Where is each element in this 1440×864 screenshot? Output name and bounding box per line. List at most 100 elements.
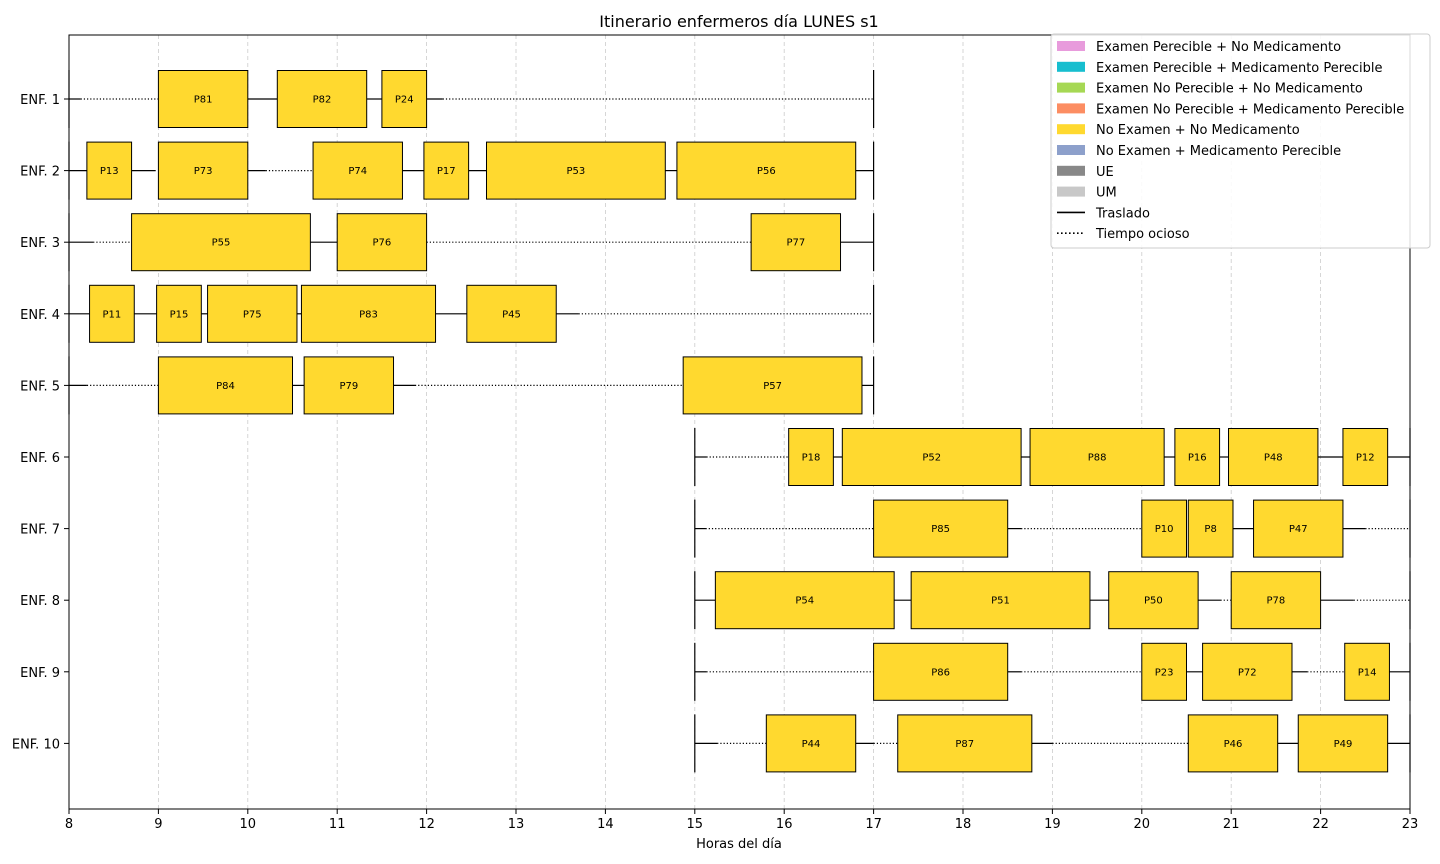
task-bar <box>788 428 834 486</box>
x-tick-label: 15 <box>687 817 704 832</box>
task-bar <box>303 356 395 415</box>
task-label: P44 <box>802 739 821 750</box>
nurse-row: P44 P87 P46 P49 <box>694 714 1411 773</box>
task-bar <box>841 428 1022 486</box>
legend-box <box>1050 33 1431 249</box>
task-bar <box>1228 428 1319 486</box>
task-label: P55 <box>212 238 231 249</box>
task-label: P8 <box>1204 524 1216 535</box>
task-bar <box>897 714 1033 773</box>
nurse-row: P86 P23 P72 P14 <box>694 642 1411 701</box>
task-label: P53 <box>567 166 586 177</box>
legend-label: Tiempo ocioso <box>1095 227 1190 242</box>
task-bar <box>381 70 428 128</box>
legend-swatch <box>1057 103 1085 114</box>
plot-frame <box>68 34 1411 810</box>
task-label: P50 <box>1144 596 1163 607</box>
nurse-row: P11 P15 P75 P83 P45 <box>68 284 875 343</box>
task-label: P77 <box>786 238 805 249</box>
legend-label: Examen Perecible + No Medicamento <box>1096 40 1341 55</box>
x-tick-label: 23 <box>1402 817 1419 832</box>
task-bar <box>1230 571 1322 630</box>
x-tick-label: 8 <box>65 817 73 832</box>
legend-swatch <box>1057 145 1085 155</box>
task-bar <box>1202 642 1293 701</box>
task-bar <box>89 284 135 343</box>
x-tick-label: 20 <box>1134 817 1151 832</box>
task-label: P46 <box>1224 739 1243 750</box>
task-label: P76 <box>373 238 392 249</box>
task-label: P86 <box>931 667 950 678</box>
task-label: P15 <box>170 309 189 320</box>
task-label: P87 <box>955 739 974 750</box>
task-bar <box>1108 571 1199 630</box>
legend-label: Traslado <box>1095 206 1150 221</box>
task-bar <box>1297 714 1389 773</box>
task-label: P74 <box>348 166 367 177</box>
task-bar <box>276 70 368 128</box>
task-label: P78 <box>1267 596 1286 607</box>
x-tick-label: 17 <box>865 817 882 832</box>
x-tick-label: 10 <box>240 817 257 832</box>
task-bar <box>750 213 842 272</box>
task-label: P81 <box>194 95 213 106</box>
x-tick-label: 14 <box>597 817 614 832</box>
task-bar <box>156 284 202 343</box>
nurse-row: P54 P51 P50 P78 <box>694 571 1411 630</box>
task-label: P88 <box>1088 453 1107 464</box>
task-bar <box>207 284 298 343</box>
legend-swatch <box>1057 124 1085 135</box>
task-bar <box>765 714 857 773</box>
task-bar <box>157 70 249 128</box>
task-bar <box>1029 428 1165 486</box>
nurse-row: P81 P82 P24 <box>68 70 875 128</box>
x-axis-label: Horas del día <box>696 837 782 852</box>
nurse-row: P18 P52 P88 P16 P48 P12 <box>694 428 1411 486</box>
x-tick-label: 12 <box>418 817 435 832</box>
task-bar <box>1141 499 1188 558</box>
y-tick-label: ENF. 9 <box>20 666 60 681</box>
nurse-row: P55 P76 P77 <box>68 213 875 272</box>
legend-swatch <box>1057 41 1085 51</box>
legend-label: UM <box>1096 186 1117 201</box>
task-label: P45 <box>502 309 521 320</box>
task-label: P73 <box>194 166 213 177</box>
task-bar <box>1174 428 1221 486</box>
task-bar <box>676 141 857 200</box>
legend-label: UE <box>1096 165 1114 180</box>
task-bar <box>1187 499 1234 558</box>
task-label: P56 <box>757 166 776 177</box>
task-bar <box>86 141 133 200</box>
task-label: P10 <box>1155 524 1174 535</box>
task-label: P54 <box>795 596 814 607</box>
legend-label: Examen Perecible + Medicamento Perecible <box>1096 61 1382 76</box>
task-label: P14 <box>1358 667 1377 678</box>
x-tick-label: 22 <box>1312 817 1329 832</box>
x-axis: 8 9 10 11 12 13 14 15 16 17 18 19 20 21 22 23 <box>65 809 1418 832</box>
task-label: P23 <box>1155 667 1174 678</box>
x-tick-label: 21 <box>1223 817 1240 832</box>
task-bar <box>485 141 666 200</box>
legend-label: No Examen + No Medicamento <box>1096 123 1300 138</box>
task-label: P24 <box>395 95 414 106</box>
task-label: P13 <box>100 166 119 177</box>
y-axis: ENF. 1 ENF. 2 ENF. 3 ENF. 4 ENF. 5 ENF. 6 ENF.… <box>12 93 69 752</box>
task-label: P72 <box>1238 667 1257 678</box>
task-bar <box>423 141 470 200</box>
x-tick-label: 19 <box>1044 817 1061 832</box>
task-bar <box>910 571 1091 630</box>
nurse-row: P13 P73 P74 P17 P53 P56 <box>68 141 875 200</box>
task-label: P75 <box>243 309 262 320</box>
task-label: P52 <box>922 453 941 464</box>
task-bar <box>300 284 437 343</box>
task-label: P82 <box>313 95 332 106</box>
task-bar <box>1253 499 1344 558</box>
legend: Examen Perecible + No Medicamento Examen … <box>1050 33 1431 249</box>
y-tick-label: ENF. 2 <box>20 165 60 180</box>
x-tick-label: 16 <box>776 817 793 832</box>
y-tick-label: ENF. 6 <box>20 451 60 466</box>
y-tick-label: ENF. 8 <box>20 594 60 609</box>
legend-label: Examen No Perecible + Medicamento Pereci… <box>1096 102 1404 117</box>
